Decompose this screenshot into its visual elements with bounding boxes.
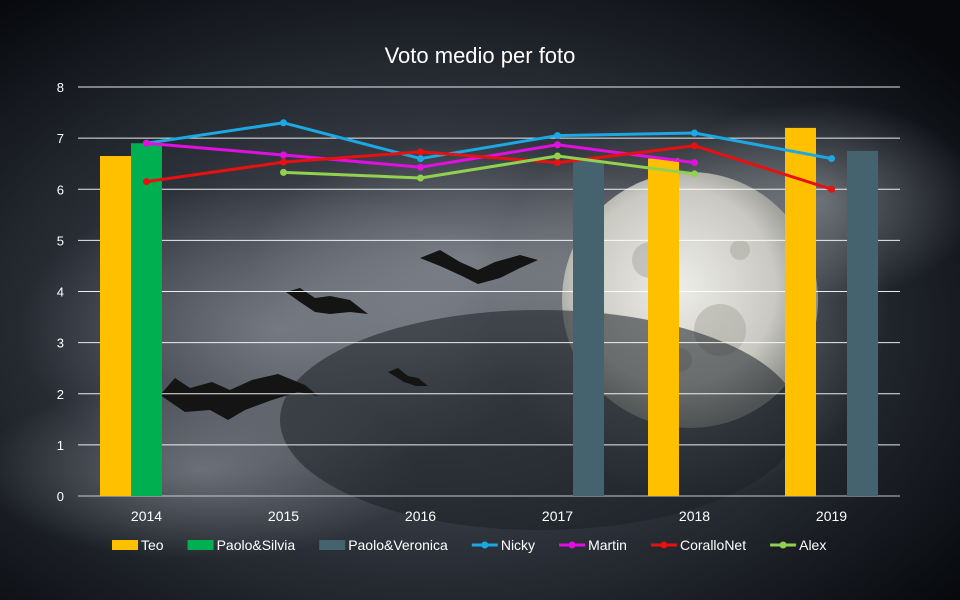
series-line — [146, 121, 832, 161]
y-axis: 0 1 2 3 4 5 6 7 8 — [57, 80, 64, 504]
legend-label: Nicky — [501, 537, 535, 553]
legend-marker — [660, 541, 668, 549]
legend-swatch — [319, 540, 346, 550]
series-line — [146, 144, 832, 191]
data-point — [554, 132, 561, 140]
bat-icon — [286, 288, 368, 314]
legend-label: Teo — [141, 537, 164, 553]
bar — [131, 143, 162, 497]
data-point — [691, 142, 698, 150]
bar — [847, 150, 878, 496]
data-point — [280, 158, 287, 166]
bat-icon — [388, 368, 428, 386]
x-tick-label: 2018 — [679, 508, 710, 524]
legend-label: Paolo&Silvia — [217, 537, 296, 553]
data-point — [554, 141, 561, 149]
x-tick-label: 2016 — [405, 508, 436, 524]
bat-icon — [160, 374, 318, 420]
y-tick-label: 5 — [57, 233, 64, 248]
y-tick-label: 4 — [57, 285, 64, 300]
legend-marker — [568, 541, 576, 549]
data-point — [691, 159, 698, 167]
y-tick-label: 7 — [57, 131, 64, 146]
data-point — [828, 155, 835, 163]
y-tick-label: 3 — [57, 336, 64, 351]
chart-title: Voto medio per foto — [385, 43, 576, 68]
bar — [573, 161, 604, 496]
x-axis: 2014 2015 2016 2017 2018 2019 — [131, 508, 847, 524]
legend-marker — [779, 541, 787, 549]
y-tick-label: 0 — [57, 489, 64, 504]
legend-swatch — [112, 540, 138, 550]
data-point — [417, 148, 424, 156]
x-tick-label: 2014 — [131, 508, 162, 524]
data-point — [417, 174, 424, 182]
gridlines — [78, 86, 900, 497]
data-point — [280, 151, 287, 159]
data-point — [554, 159, 561, 167]
data-point — [417, 155, 424, 163]
legend-label: Paolo&Veronica — [348, 537, 448, 553]
y-tick-label: 6 — [57, 182, 64, 197]
legend: Teo Paolo&Silvia Paolo&Veronica Nicky Martin… — [112, 537, 826, 553]
data-point — [691, 129, 698, 137]
bats — [160, 250, 538, 420]
legend-swatch — [187, 540, 214, 550]
bat-icon — [420, 250, 538, 284]
bar — [648, 158, 679, 496]
y-tick-label: 1 — [57, 438, 64, 453]
data-point — [828, 185, 835, 193]
series-line — [283, 154, 695, 180]
x-tick-label: 2015 — [268, 508, 299, 524]
bar — [100, 156, 131, 497]
legend-label: Alex — [799, 537, 826, 553]
data-point — [691, 170, 698, 178]
y-tick-label: 2 — [57, 387, 64, 402]
x-tick-label: 2017 — [542, 508, 573, 524]
line-series — [143, 119, 835, 193]
legend-label: CoralloNet — [680, 537, 746, 553]
x-tick-label: 2019 — [816, 508, 847, 524]
legend-label: Martin — [588, 537, 627, 553]
data-point — [554, 152, 561, 160]
data-point — [280, 168, 287, 176]
bar-series — [100, 127, 878, 497]
y-tick-label: 8 — [57, 80, 64, 95]
bar — [785, 127, 816, 497]
data-point — [417, 163, 424, 171]
legend-marker — [481, 541, 489, 549]
data-point — [280, 119, 287, 127]
data-point — [143, 139, 150, 147]
data-point — [143, 178, 150, 186]
